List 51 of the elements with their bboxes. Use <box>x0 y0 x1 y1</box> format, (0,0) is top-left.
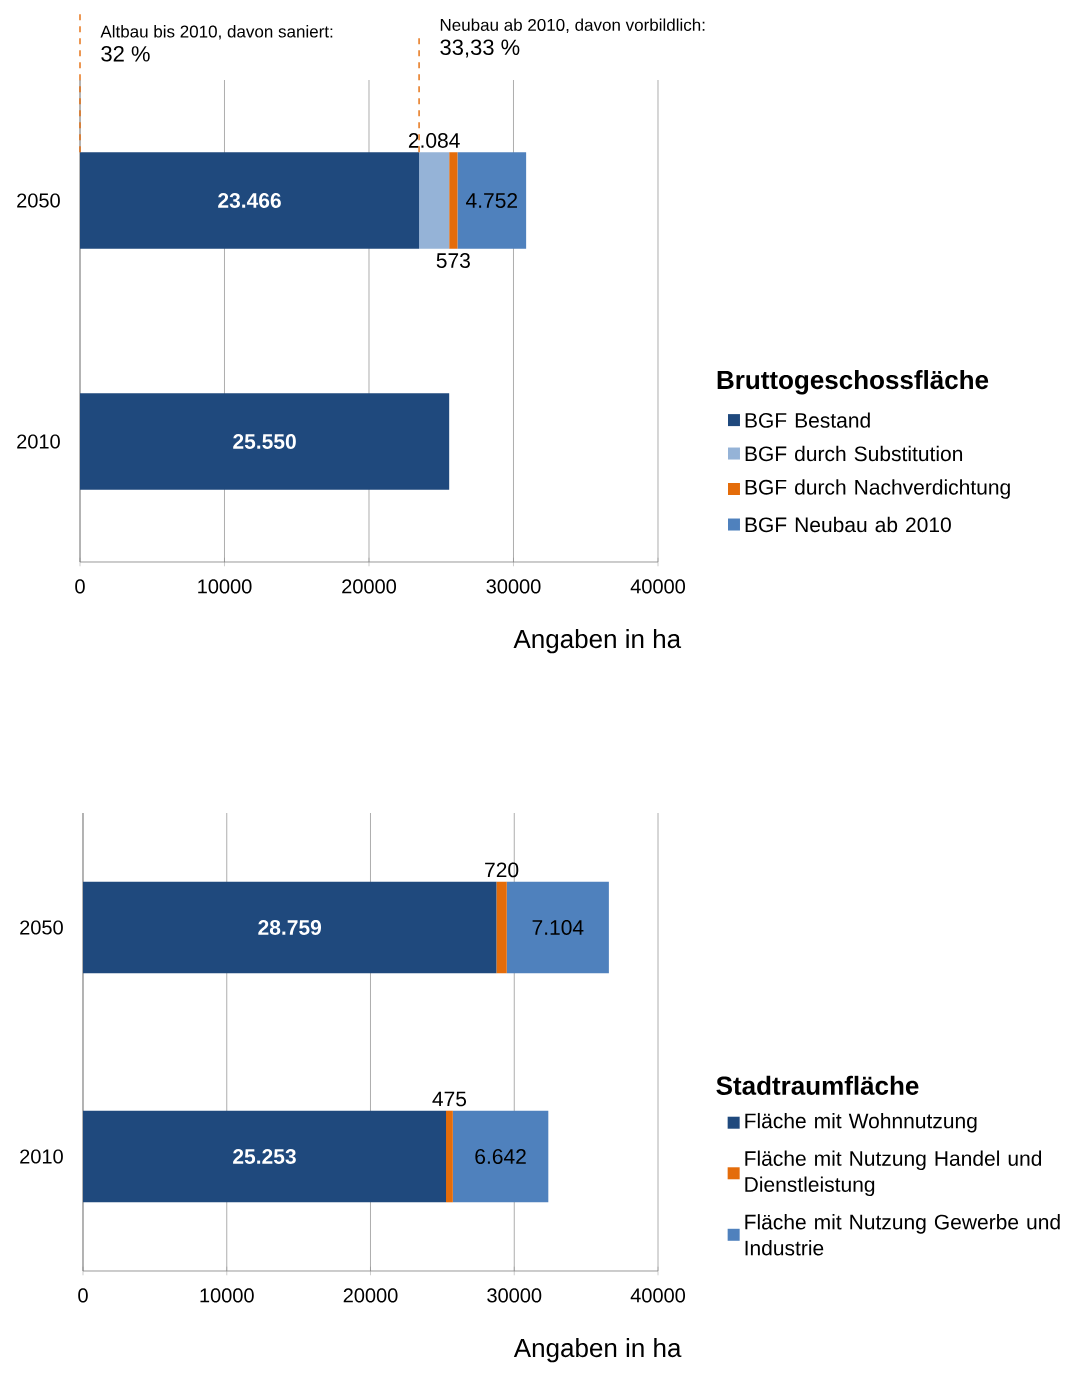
data-label: 573 <box>436 253 470 268</box>
legend-title: Stadtraumfläche <box>716 1075 919 1095</box>
y-tick-label: 2050 <box>17 193 60 208</box>
bar <box>83 1110 447 1203</box>
x-tick-label: 20000 <box>342 579 397 594</box>
data-label: 2.084 <box>408 133 460 148</box>
x-tick-label: 30000 <box>486 579 541 594</box>
legend-label: Fläche mit Nutzung Handel und Dienstleistung <box>745 1150 1042 1197</box>
y-tick-label: 2050 <box>20 920 63 935</box>
bar <box>446 1110 453 1203</box>
data-label: 25.550 <box>233 434 296 449</box>
bar <box>83 881 497 974</box>
x-tick-label: 20000 <box>343 1288 398 1303</box>
data-label: 7.104 <box>532 920 584 935</box>
x-tick-label: 40000 <box>630 579 686 594</box>
text: 32 % <box>101 46 150 62</box>
data-label: 25.253 <box>233 1149 296 1164</box>
bar <box>80 152 420 249</box>
bar <box>457 152 527 249</box>
data-label: 28.759 <box>258 920 322 935</box>
bar <box>496 881 507 974</box>
x-tick-label: 10000 <box>200 1288 254 1303</box>
bar <box>449 152 458 249</box>
legend-label: BGF durch Nachverdichtung <box>745 479 1010 499</box>
x-axis-title: Angaben in ha <box>513 1338 682 1363</box>
legend-label: Fläche mit Wohnnutzung <box>745 1112 977 1133</box>
text: 33,33 % <box>440 39 520 58</box>
bar <box>419 152 450 249</box>
legend-label: BGF Bestand <box>745 412 870 428</box>
legend-title: Bruttogeschossfläche <box>717 370 989 395</box>
data-label: 4.752 <box>466 193 517 208</box>
x-tick-label: 40000 <box>630 1288 686 1303</box>
data-label: 720 <box>485 862 519 878</box>
x-axis-title: Angaben in ha <box>513 629 682 654</box>
y-tick-label: 2010 <box>17 434 60 449</box>
bar <box>80 393 450 490</box>
data-label: 23.466 <box>218 193 281 208</box>
data-label: 475 <box>432 1091 467 1107</box>
x-tick-label: 0 <box>78 1288 88 1303</box>
bar <box>506 881 609 974</box>
legend-label: BGF Neubau ab 2010 <box>745 516 951 533</box>
legend-label: BGF durch Substitution <box>745 445 963 462</box>
data-label: 6.642 <box>475 1149 526 1164</box>
y-tick-label: 2010 <box>20 1149 63 1164</box>
x-tick-label: 0 <box>75 579 85 594</box>
text: Neubau ab 2010, davon vorbildlich: <box>440 18 705 33</box>
legend-label: Fläche mit Nutzung Gewerbe und Industrie <box>745 1214 1060 1256</box>
bar <box>452 1110 549 1203</box>
text: Altbau bis 2010, davon saniert: <box>100 25 333 40</box>
x-tick-label: 30000 <box>487 1288 542 1303</box>
x-tick-label: 10000 <box>198 579 252 594</box>
